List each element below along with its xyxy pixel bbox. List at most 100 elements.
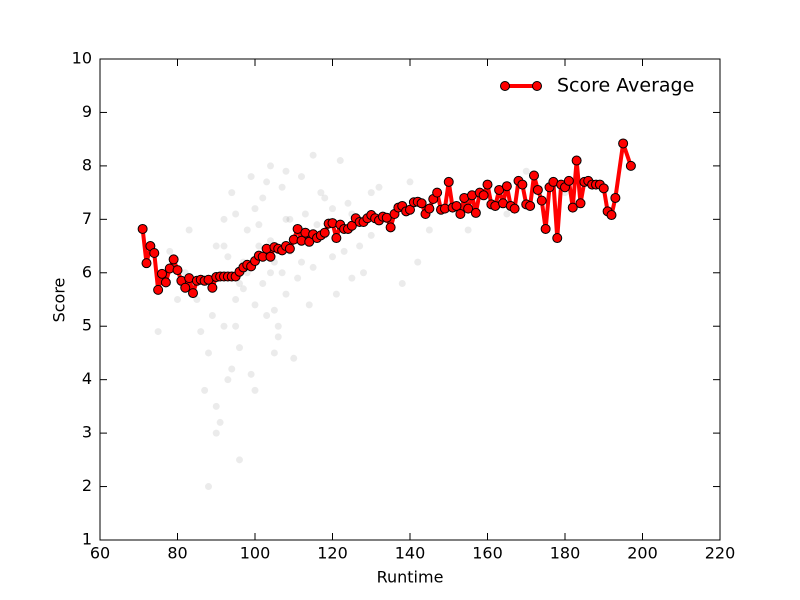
score-average-marker <box>563 175 574 186</box>
score-average-marker <box>141 258 152 269</box>
score-average-marker <box>149 248 160 259</box>
score-point <box>321 194 329 202</box>
score-average-marker <box>598 183 609 194</box>
score-point <box>247 173 255 181</box>
score-average-marker <box>525 200 536 211</box>
score-point <box>360 269 367 277</box>
score-point <box>232 210 240 218</box>
y-tick-label: 8 <box>82 155 92 174</box>
score-average-marker <box>618 138 629 149</box>
score-point <box>236 344 243 352</box>
y-tick-label: 7 <box>82 209 92 228</box>
x-tick-label: 200 <box>627 544 658 563</box>
score-point <box>251 301 259 309</box>
score-average-marker <box>432 187 443 198</box>
score-point <box>344 199 352 207</box>
score-average-marker <box>517 179 528 190</box>
plot-frame <box>99 58 721 541</box>
score-point <box>503 210 511 218</box>
score-point <box>464 226 472 234</box>
score-point <box>270 349 278 357</box>
score-point <box>224 376 232 384</box>
x-tick-label: 140 <box>395 544 426 563</box>
score-average-marker <box>443 176 454 187</box>
score-point <box>317 189 325 197</box>
score-average-marker <box>416 198 427 209</box>
score-average-marker <box>331 233 342 244</box>
score-average-marker <box>188 288 198 299</box>
score-point <box>313 221 321 229</box>
score-point <box>154 328 162 336</box>
score-average-marker <box>536 195 547 206</box>
score-average-marker <box>501 181 512 192</box>
score-point <box>255 221 263 229</box>
score-point <box>282 167 290 175</box>
score-average-marker <box>482 179 493 190</box>
x-tick-label: 120 <box>317 544 348 563</box>
score-point <box>278 183 286 191</box>
score-point <box>282 290 290 298</box>
score-point <box>406 178 414 186</box>
score-point <box>174 296 181 303</box>
score-point <box>251 205 259 213</box>
score-point <box>243 226 251 234</box>
score-point <box>166 247 174 255</box>
score-point <box>367 189 375 197</box>
x-tick-label: 80 <box>167 544 187 563</box>
score-point <box>294 274 302 282</box>
score-point <box>212 242 220 250</box>
y-tick-label: 2 <box>82 476 92 495</box>
y-tick-label: 5 <box>82 316 92 335</box>
score-point <box>274 333 282 341</box>
score-average-marker <box>575 198 586 209</box>
score-point <box>367 231 375 239</box>
score-point <box>236 279 243 287</box>
y-axis-label: Score <box>50 278 69 323</box>
score-point <box>301 210 309 218</box>
score-point <box>236 456 243 464</box>
score-point <box>220 322 228 330</box>
score-point <box>522 167 530 175</box>
score-average-marker <box>463 203 474 214</box>
score-average-marker <box>168 254 179 265</box>
score-average-marker <box>180 282 191 293</box>
score-point <box>201 386 209 394</box>
score-average-marker <box>385 222 396 233</box>
score-point <box>224 253 232 261</box>
score-point <box>259 279 267 287</box>
score-average-marker <box>571 155 582 166</box>
score-point <box>216 418 224 426</box>
score-point <box>232 322 240 330</box>
score-point <box>212 402 220 410</box>
score-point <box>228 365 236 373</box>
x-tick-label: 60 <box>90 544 110 563</box>
x-tick-label: 180 <box>550 544 581 563</box>
score-point <box>205 349 212 357</box>
score-average-marker <box>455 208 466 219</box>
score-point <box>309 151 317 159</box>
score-average-marker <box>529 170 539 181</box>
score-point <box>263 312 271 320</box>
score-point <box>348 274 356 282</box>
score-average-marker <box>478 190 489 201</box>
y-tick-label: 4 <box>82 369 92 388</box>
x-tick-label: 100 <box>240 544 271 563</box>
score-point <box>309 263 317 271</box>
score-average-marker <box>540 223 551 234</box>
legend-label: Score Average <box>557 75 694 97</box>
score-point <box>193 296 201 303</box>
score-point <box>414 258 422 266</box>
legend-swatch-marker <box>532 81 542 91</box>
score-point <box>329 253 336 261</box>
y-tick-label: 1 <box>82 530 92 549</box>
score-point <box>274 322 282 330</box>
score-average-marker <box>284 243 295 254</box>
score-point <box>340 247 348 255</box>
score-average-marker <box>509 203 520 214</box>
score-average-marker <box>552 233 563 244</box>
y-tick-label: 9 <box>82 102 92 121</box>
score-point <box>208 312 216 320</box>
score-point <box>425 226 433 234</box>
